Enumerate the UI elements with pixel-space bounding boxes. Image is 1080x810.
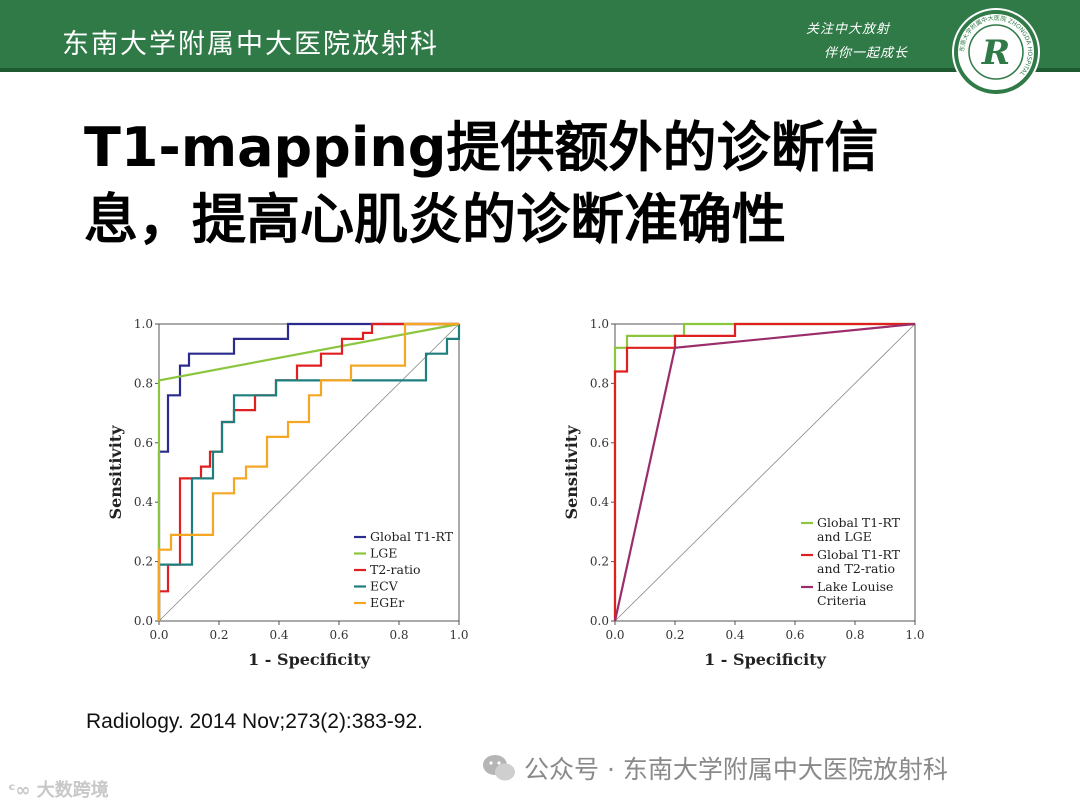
legend-label-lake-louise-criteria: Lake Louise xyxy=(817,579,893,594)
x-tick-label: 1.0 xyxy=(905,628,924,642)
legend-label-lge: LGE xyxy=(370,546,397,561)
x-axis-label: 1 - Specificity xyxy=(704,650,827,669)
header-stripe xyxy=(0,68,1080,72)
x-tick-label: 0.6 xyxy=(785,628,804,642)
series-line-ecv xyxy=(157,324,461,621)
series-line-lge xyxy=(157,322,460,621)
y-tick-label: 0.2 xyxy=(590,555,609,569)
x-tick-label: 1.0 xyxy=(449,628,468,642)
corner-text: 大数跨境 xyxy=(36,780,109,801)
reference-diagonal xyxy=(614,323,916,622)
legend-label-eger: EGEr xyxy=(370,595,404,610)
legend-label-global-t1-rt-and-t2-ratio: Global T1-RT xyxy=(817,547,901,562)
x-tick-label: 0.8 xyxy=(389,628,408,642)
x-tick-label: 0.4 xyxy=(725,628,744,642)
reference-diagonal xyxy=(158,323,460,622)
slide-title-line-1: T1-mapping提供额外的诊断信 xyxy=(84,116,879,179)
y-tick-label: 0.8 xyxy=(590,376,609,390)
x-axis-label: 1 - Specificity xyxy=(248,650,371,669)
logo-letter: R xyxy=(981,33,1010,73)
x-tick-label: 0.2 xyxy=(209,628,228,642)
y-tick-label: 0.6 xyxy=(590,436,609,450)
header-banner xyxy=(0,0,1080,72)
x-tick-label: 0.2 xyxy=(665,628,684,642)
legend-label-global-t1-rt-and-lge: Global T1-RT xyxy=(817,515,901,530)
y-tick-label: 0.4 xyxy=(590,495,609,509)
y-tick-label: 1.0 xyxy=(590,317,609,331)
y-tick-label: 0.2 xyxy=(134,555,153,569)
y-axis-label: Sensitivity xyxy=(562,425,581,520)
corner-logo-icon: ᶜ∞ xyxy=(8,780,31,801)
citation: Radiology. 2014 Nov;273(2):383-92. xyxy=(86,710,423,733)
watermark-text: 公众号 · 东南大学附属中大医院放射科 xyxy=(524,755,948,784)
series-line-t2-ratio xyxy=(157,322,459,621)
series-line-global-t1-rt xyxy=(157,322,459,621)
legend-label-global-t1-rt-and-lge: and LGE xyxy=(817,529,872,544)
y-axis-label: Sensitivity xyxy=(106,425,125,520)
hospital-logo: 东南大学附属中大医院 ZHONGDA HOSPITAL R xyxy=(952,8,1040,96)
legend-label-ecv: ECV xyxy=(370,579,399,594)
series-line-eger xyxy=(157,322,459,621)
legend-label-global-t1-rt-and-t2-ratio: and T2-ratio xyxy=(817,561,895,576)
y-tick-label: 0.0 xyxy=(134,614,153,628)
legend-label-lake-louise-criteria: Criteria xyxy=(817,593,867,608)
slogan-line-1: 关注中大放射 xyxy=(806,22,891,37)
y-tick-label: 0.6 xyxy=(134,436,153,450)
series-line-global-t1-rt-and-lge xyxy=(613,322,915,621)
legend-label-global-t1-rt: Global T1-RT xyxy=(370,529,454,544)
header-title: 东南大学附属中大医院放射科 xyxy=(62,29,439,60)
x-tick-label: 0.8 xyxy=(845,628,864,642)
slide-title: T1-mapping提供额外的诊断信 息，提高心肌炎的诊断准确性 xyxy=(84,112,1014,256)
slide-title-line-2: 息，提高心肌炎的诊断准确性 xyxy=(84,188,786,251)
y-tick-label: 0.0 xyxy=(590,614,609,628)
y-tick-label: 0.4 xyxy=(134,495,153,509)
roc-chart-right: 0.0 0.2 0.4 0.6 0.8 1.0 0.0 0.2 0.4 0.6 0.8 1.0 1 - … xyxy=(562,317,925,669)
y-tick-label: 0.8 xyxy=(134,376,153,390)
series-line-lake-louise-criteria xyxy=(613,322,916,622)
x-tick-label: 0.0 xyxy=(149,628,168,642)
x-tick-label: 0.6 xyxy=(329,628,348,642)
wechat-icon xyxy=(483,755,515,781)
y-tick-label: 1.0 xyxy=(134,317,153,331)
x-tick-label: 0.4 xyxy=(269,628,288,642)
slogan-line-2: 伴你一起成长 xyxy=(824,46,909,61)
roc-chart-left: 0.0 0.2 0.4 0.6 0.8 1.0 0.0 0.2 0.4 0.6 0.8 1.0 1 - … xyxy=(106,317,469,669)
corner-watermark: ᶜ∞ 大数跨境 xyxy=(8,776,109,802)
legend-label-t2-ratio: T2-ratio xyxy=(370,562,421,577)
wechat-watermark: 公众号 · 东南大学附属中大医院放射科 xyxy=(482,750,948,786)
x-tick-label: 0.0 xyxy=(605,628,624,642)
